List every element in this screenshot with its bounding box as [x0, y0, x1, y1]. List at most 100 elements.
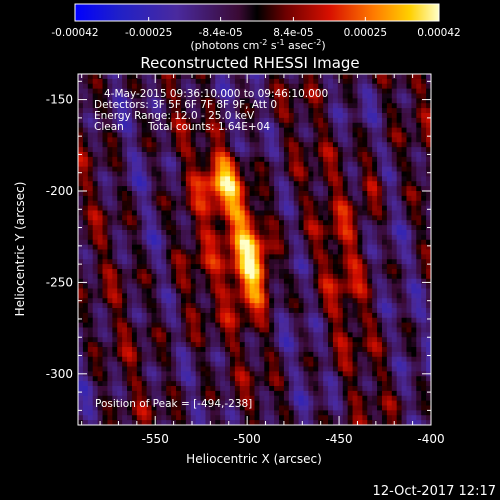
heatmap-cell [156, 405, 162, 411]
heatmap-cell [146, 249, 152, 255]
heatmap-cell [210, 322, 216, 328]
heatmap-cell [279, 181, 285, 187]
heatmap-cell [180, 283, 187, 289]
heatmap-cell [381, 176, 388, 182]
heatmap-cell [347, 390, 353, 397]
heatmap-cell [92, 390, 99, 397]
heatmap-cell [131, 244, 138, 250]
heatmap-cell [401, 332, 407, 338]
heatmap-cell [293, 156, 300, 163]
heatmap-cell [180, 108, 187, 114]
heatmap-cell [377, 147, 383, 153]
heatmap-cell [156, 356, 162, 363]
heatmap-cell [205, 381, 211, 387]
heatmap-cell [82, 308, 89, 314]
heatmap-cell [411, 220, 417, 226]
heatmap-cell [131, 205, 138, 211]
heatmap-cell [146, 88, 152, 94]
heatmap-cell [151, 312, 157, 319]
heatmap-cell [377, 113, 383, 119]
heatmap-cell [215, 171, 221, 177]
heatmap-cell [337, 278, 344, 285]
heatmap-cell [298, 366, 304, 372]
heatmap-cell [117, 166, 123, 172]
heatmap-cell [185, 156, 192, 163]
heatmap-cell [151, 137, 157, 143]
heatmap-cell [127, 278, 133, 285]
heatmap-cell [156, 181, 162, 187]
heatmap-cell [239, 210, 246, 216]
heatmap-cell [107, 205, 113, 211]
heatmap-cell [97, 342, 103, 348]
heatmap-cell [102, 381, 108, 387]
heatmap-cell [362, 254, 368, 260]
heatmap-cell [269, 298, 275, 304]
heatmap-cell [372, 161, 378, 168]
heatmap-cell [122, 191, 128, 197]
heatmap-cell [234, 103, 241, 109]
heatmap-cell [122, 74, 128, 80]
heatmap-cell [323, 293, 329, 299]
heatmap-cell [176, 337, 182, 343]
heatmap-cell [323, 244, 329, 250]
heatmap-cell [421, 98, 427, 104]
heatmap-cell [215, 152, 221, 158]
heatmap-cell [229, 303, 236, 309]
heatmap-cell [195, 351, 201, 358]
heatmap-cell [220, 161, 226, 168]
heatmap-cell [318, 78, 324, 85]
heatmap-cell [131, 234, 138, 241]
heatmap-cell [234, 117, 241, 124]
heatmap-cell [210, 361, 216, 367]
heatmap-cell [205, 249, 211, 255]
heatmap-cell [210, 200, 216, 207]
heatmap-cell [288, 376, 295, 382]
heatmap-cell [127, 381, 133, 387]
heatmap-cell [180, 147, 187, 153]
heatmap-cell [293, 113, 300, 119]
heatmap-cell [112, 273, 118, 280]
heatmap-cell [180, 342, 187, 348]
heatmap-cell [136, 405, 143, 411]
heatmap-cell [377, 337, 383, 343]
heatmap-cell [127, 239, 133, 246]
heatmap-cell [78, 191, 84, 197]
heatmap-cell [313, 342, 319, 348]
heatmap-cell [195, 395, 201, 402]
heatmap-cell [426, 230, 432, 236]
heatmap-cell [239, 303, 246, 309]
heatmap-cell [416, 176, 422, 182]
heatmap-cell [78, 312, 84, 319]
heatmap-cell [313, 78, 319, 85]
heatmap-cell [274, 264, 280, 270]
heatmap-cell [117, 78, 123, 85]
heatmap-cell [352, 264, 358, 270]
heatmap-cell [176, 283, 182, 289]
heatmap-cell [377, 249, 383, 255]
heatmap-cell [180, 161, 187, 168]
heatmap-cell [244, 132, 250, 138]
heatmap-cell [78, 132, 84, 138]
heatmap-cell [151, 259, 157, 265]
heatmap-cell [87, 410, 94, 416]
heatmap-cell [279, 156, 285, 163]
heatmap-cell [97, 405, 103, 411]
heatmap-cell [107, 269, 113, 275]
heatmap-cell [82, 98, 89, 104]
heatmap-cell [97, 93, 103, 99]
heatmap-cell [362, 269, 368, 275]
heatmap-cell [249, 210, 255, 216]
heatmap-cell [332, 176, 339, 182]
heatmap-cell [92, 200, 99, 207]
heatmap-cell [122, 215, 128, 221]
heatmap-cell [131, 156, 138, 163]
heatmap-cell [279, 395, 285, 402]
heatmap-cell [411, 347, 417, 353]
heatmap-cell [411, 308, 417, 314]
heatmap-cell [362, 327, 368, 333]
heatmap-cell [279, 78, 285, 85]
heatmap-cell [318, 269, 324, 275]
heatmap-cell [234, 337, 241, 343]
heatmap-cell [141, 259, 148, 265]
heatmap-cell [229, 371, 236, 377]
